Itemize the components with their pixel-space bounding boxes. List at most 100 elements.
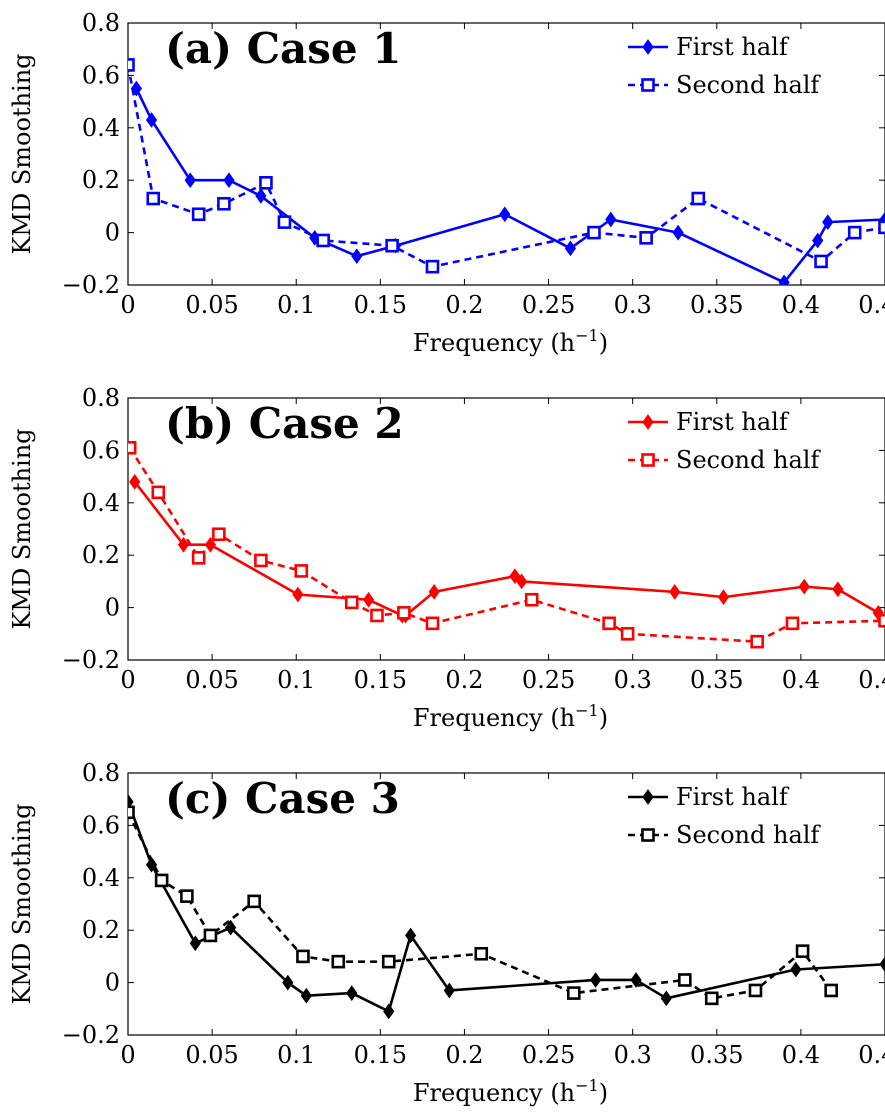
panel-title: (c) Case 3 — [165, 774, 400, 823]
y-tick-label: −0.2 — [62, 271, 120, 299]
legend: First half Second half — [628, 408, 821, 474]
y-tick-label: 0.4 — [82, 489, 120, 517]
data-point-square — [316, 233, 330, 248]
x-tick-label: 0.45 — [858, 666, 885, 694]
data-point-diamond — [564, 240, 577, 257]
data-point-square — [425, 616, 440, 631]
chart-panel-2: 00.050.10.150.20.250.30.350.40.45−0.200.… — [8, 384, 885, 732]
x-axis-label-text: Frequency (h — [413, 329, 575, 357]
data-point-square — [217, 196, 231, 211]
x-tick-label: 0.2 — [445, 666, 483, 694]
data-point-square — [344, 595, 359, 610]
data-point-diamond — [590, 972, 602, 988]
data-point-diamond — [292, 586, 304, 603]
data-point-square — [294, 564, 309, 578]
data-point-diamond — [605, 211, 617, 228]
data-point-diamond — [300, 987, 312, 1004]
legend-marker — [642, 39, 654, 55]
data-point-square — [128, 440, 137, 455]
legend-entry-label: First half — [676, 33, 790, 61]
data-point-square — [146, 191, 161, 206]
x-tick-label: 0.05 — [185, 666, 238, 694]
x-axis-label-close: ) — [599, 704, 608, 732]
x-axis-label: Frequency (h−1) — [413, 1076, 608, 1107]
data-point-square — [254, 553, 268, 568]
x-axis-label-close: ) — [599, 1079, 608, 1107]
y-tick-label: 0.6 — [82, 436, 120, 464]
x-tick-label: 0.1 — [277, 1041, 315, 1069]
x-tick-label: 0.35 — [690, 291, 743, 319]
legend-marker — [641, 453, 655, 467]
data-point-diamond — [428, 584, 440, 600]
data-point-square — [425, 259, 440, 274]
y-axis-label: KMD Smoothing — [8, 803, 36, 1004]
series-group — [128, 440, 885, 649]
data-point-square — [154, 873, 169, 888]
data-point-diamond — [832, 581, 844, 598]
legend-marker — [642, 414, 654, 430]
data-point-diamond — [879, 956, 885, 973]
legend-marker — [641, 78, 655, 92]
data-point-square — [566, 986, 581, 1000]
series-group — [128, 793, 885, 1020]
x-axis-label-text: Frequency (h — [413, 1079, 575, 1107]
data-point-square — [691, 191, 706, 206]
data-point-square — [151, 485, 166, 500]
data-point-diamond — [145, 856, 158, 873]
x-tick-label: 0.3 — [614, 291, 652, 319]
data-point-square — [385, 238, 399, 253]
panel-title: (b) Case 2 — [165, 399, 404, 448]
x-tick-label: 0.15 — [354, 1041, 407, 1069]
data-point-diamond — [184, 172, 196, 189]
data-point-diamond — [177, 536, 190, 553]
x-tick-label: 0 — [120, 1041, 135, 1069]
data-point-square — [814, 254, 828, 269]
y-tick-label: 0.4 — [82, 114, 120, 142]
y-tick-label: 0.6 — [82, 61, 120, 89]
legend-entry-label: Second half — [676, 446, 821, 474]
data-point-diamond — [812, 232, 824, 249]
data-point-diamond — [822, 214, 834, 230]
data-point-square — [277, 215, 292, 229]
plot-frame — [127, 397, 885, 661]
data-point-square — [331, 954, 346, 969]
plot-frame — [127, 22, 885, 286]
x-tick-label: 0.25 — [522, 1041, 575, 1069]
data-point-square — [785, 616, 800, 631]
data-point-square — [847, 225, 862, 240]
x-axis-label-sup: −1 — [575, 1076, 599, 1095]
series-line-1 — [133, 481, 879, 617]
legend-entry-label: First half — [676, 783, 790, 811]
x-axis-label: Frequency (h−1) — [413, 701, 608, 732]
x-tick-label: 0.35 — [690, 1041, 743, 1069]
y-axis-label: KMD Smoothing — [8, 53, 36, 254]
y-tick-label: 0 — [105, 594, 120, 622]
x-tick-label: 0.3 — [614, 1041, 652, 1069]
data-point-diamond — [225, 919, 237, 936]
data-point-diamond — [630, 972, 642, 988]
data-point-square — [191, 551, 206, 565]
data-point-diamond — [443, 982, 455, 999]
x-tick-label: 0 — [120, 291, 135, 319]
y-tick-label: 0.2 — [82, 916, 120, 944]
data-point-diamond — [672, 224, 684, 241]
x-tick-label: 0.05 — [185, 291, 238, 319]
y-tick-label: 0.6 — [82, 811, 120, 839]
x-tick-label: 0.45 — [858, 291, 885, 319]
legend-marker — [641, 828, 655, 842]
data-point-diamond — [255, 188, 267, 204]
data-point-diamond — [717, 589, 730, 605]
data-point-square — [748, 983, 763, 998]
data-point-square — [128, 58, 135, 72]
data-point-square — [296, 949, 310, 964]
y-tick-label: 0.2 — [82, 166, 120, 194]
data-point-square — [397, 606, 411, 620]
data-point-square — [259, 176, 273, 190]
data-point-square — [602, 616, 616, 631]
chart-panel-3: 00.050.10.150.20.250.30.350.40.45−0.200.… — [8, 759, 885, 1107]
legend: First half Second half — [628, 783, 821, 849]
data-point-square — [795, 944, 810, 958]
x-tick-label: 0.1 — [277, 666, 315, 694]
data-point-diamond — [778, 274, 790, 285]
chart-panel-1: 00.050.10.150.20.250.30.350.40.45−0.200.… — [8, 9, 885, 357]
